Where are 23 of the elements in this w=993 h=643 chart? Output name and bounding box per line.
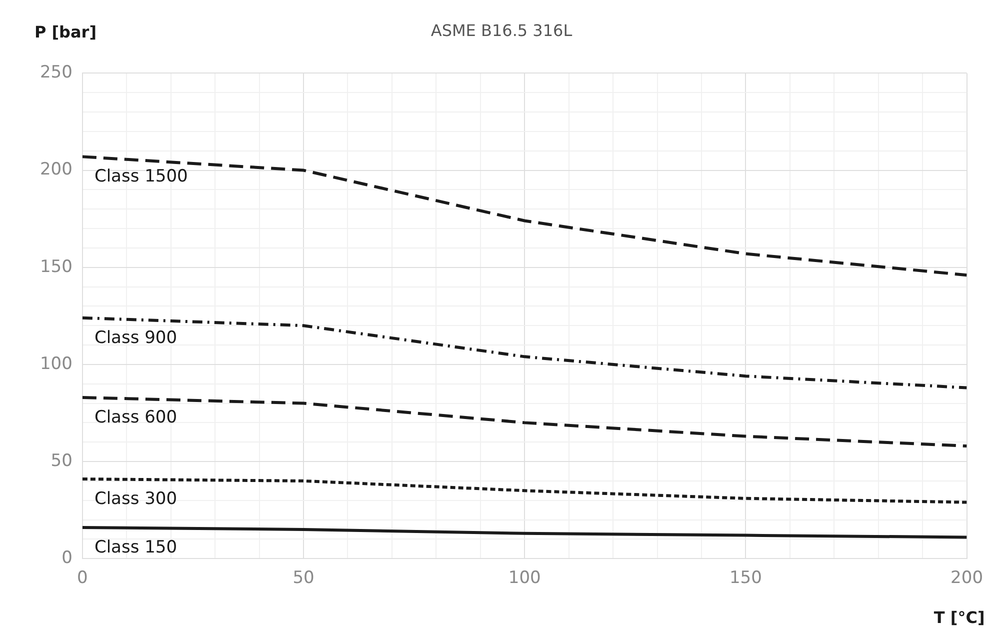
- line-series: [82, 396, 967, 448]
- series-label: Class 1500: [94, 166, 188, 187]
- y-tick-label: 200: [40, 160, 72, 180]
- y-tick-label: 50: [50, 450, 72, 471]
- line-series: [82, 155, 967, 277]
- x-axis-title: T [°C]: [934, 608, 985, 627]
- y-axis-title: P [bar]: [34, 22, 97, 42]
- x-tick-label: 100: [508, 568, 541, 588]
- line-series: [82, 477, 967, 504]
- x-tick-label: 0: [77, 568, 88, 588]
- series-label: Class 300: [94, 488, 178, 509]
- series-label: Class 600: [94, 407, 178, 428]
- line-series: [82, 316, 967, 390]
- y-tick-label: 100: [40, 354, 72, 374]
- x-tick-label: 200: [950, 568, 984, 588]
- x-tick-label: 50: [292, 568, 314, 588]
- x-tick-label: 150: [729, 568, 762, 588]
- y-tick-label: 0: [62, 548, 72, 568]
- y-tick-label: 150: [40, 256, 72, 277]
- chart-title: ASME B16.5 316L: [430, 20, 572, 40]
- y-tick-label: 250: [40, 62, 72, 83]
- series-label: Class 150: [94, 537, 178, 558]
- series-label: Class 900: [94, 328, 178, 348]
